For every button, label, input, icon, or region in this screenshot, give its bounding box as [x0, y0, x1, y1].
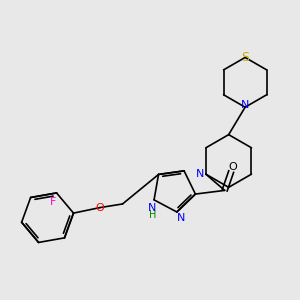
Text: F: F: [50, 197, 56, 207]
Text: N: N: [196, 169, 205, 179]
Text: N: N: [148, 203, 156, 213]
Text: N: N: [241, 100, 249, 110]
Text: O: O: [229, 162, 238, 172]
Text: S: S: [241, 51, 249, 64]
Text: N: N: [177, 213, 185, 223]
Text: O: O: [95, 202, 104, 213]
Text: H: H: [148, 210, 156, 220]
